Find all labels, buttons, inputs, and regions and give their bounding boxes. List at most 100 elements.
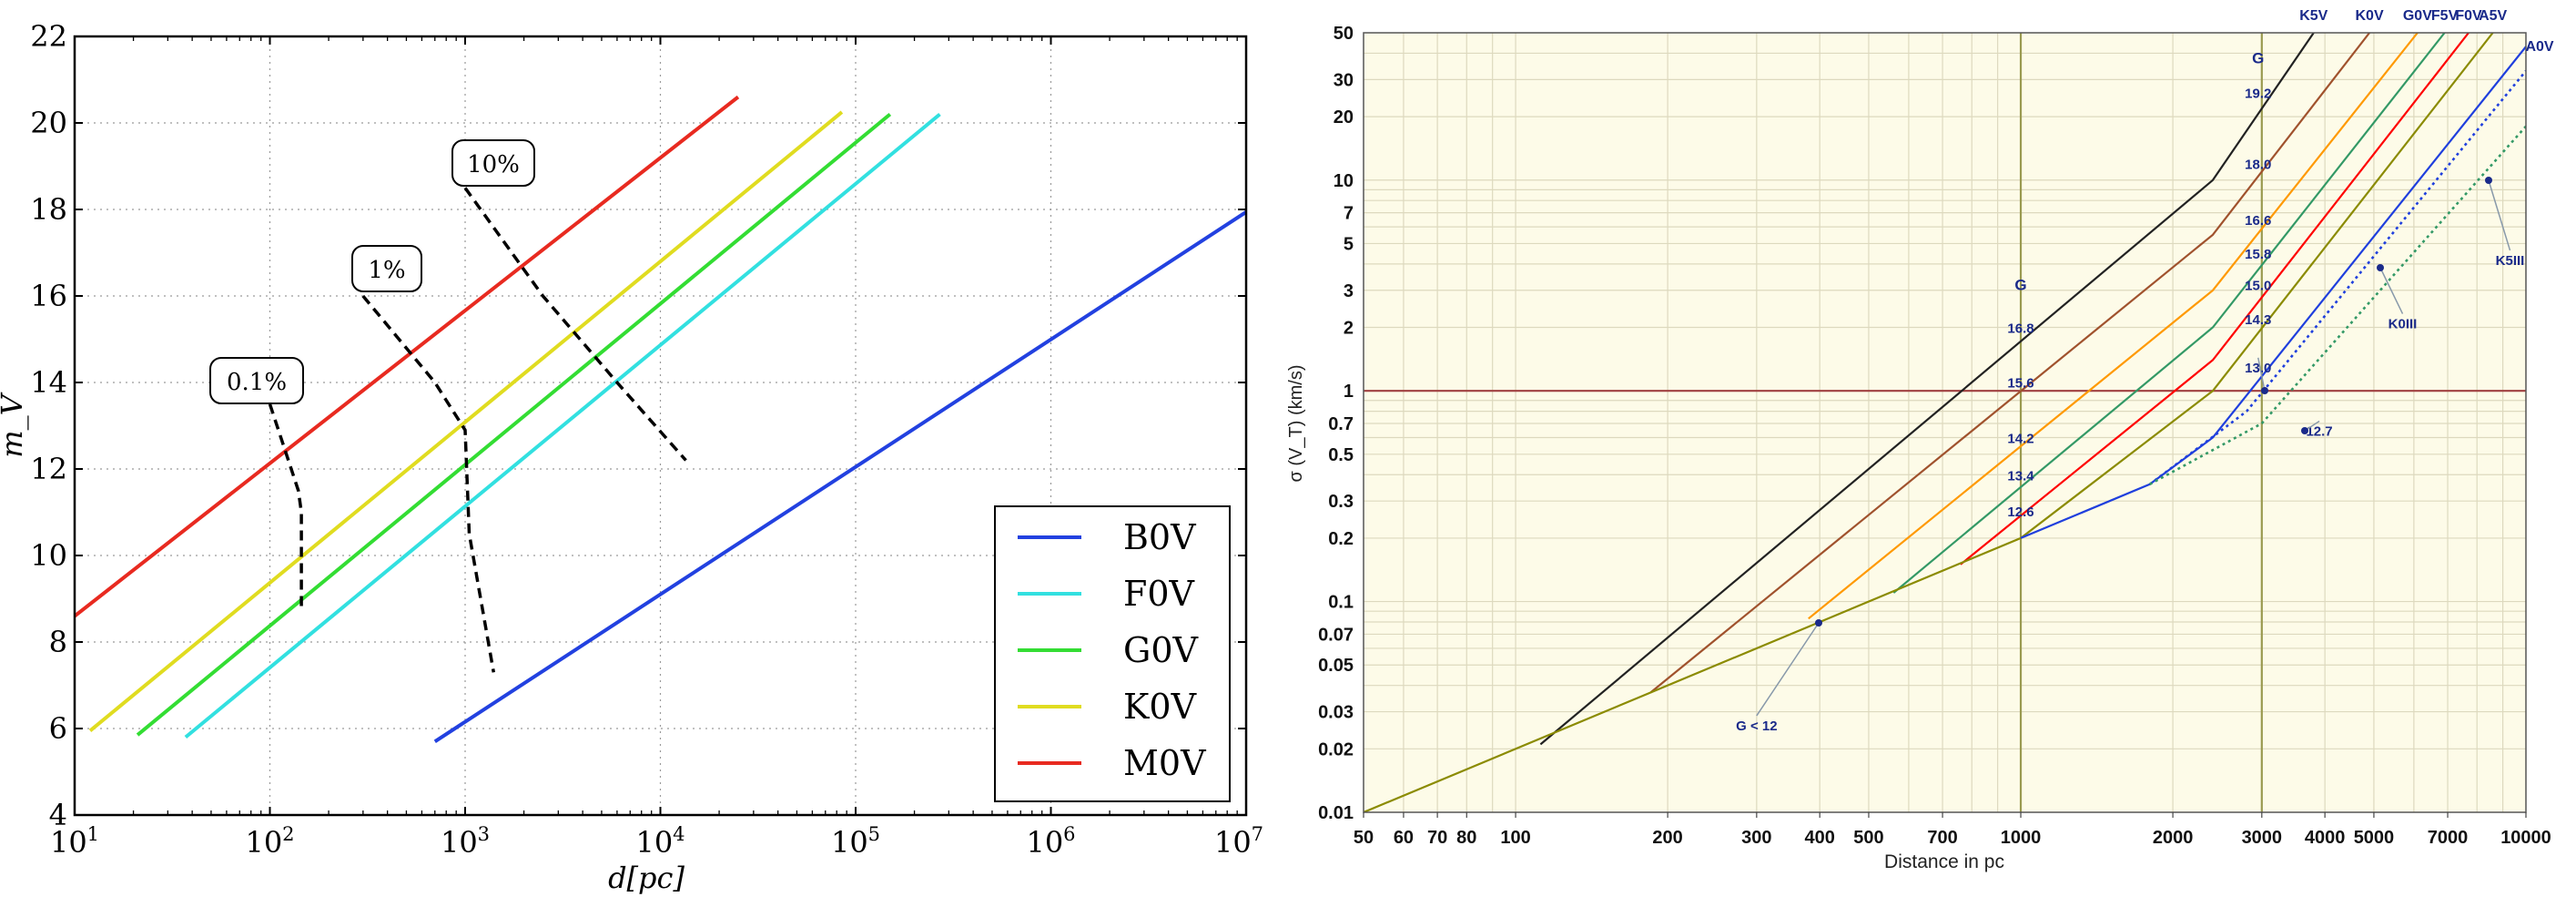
right-x-tick-label: 7000 <box>2428 828 2469 848</box>
right-y-tick-label: 1 <box>1344 382 1354 402</box>
right-y-tick-label: 0.5 <box>1328 445 1354 465</box>
right-y-tick-label: 0.03 <box>1318 703 1354 723</box>
annotation-arrow-g-12 <box>1756 622 1820 717</box>
series-line-a5v <box>1364 33 2494 812</box>
legend-label-g0v: G0V <box>1123 630 1199 670</box>
series-end-label-a5v: A5V <box>2479 8 2507 24</box>
right-x-tick-label: 1000 <box>2001 828 2042 848</box>
right-x-tick-label: 3000 <box>2242 828 2283 848</box>
series-line-k0iii <box>2148 69 2526 485</box>
left-x-tick-label: 101 <box>50 823 99 860</box>
legend-entry-f0v: F0V <box>1018 574 1195 614</box>
right-x-tick-label: 700 <box>1927 828 1957 848</box>
right-y-tick-label: 30 <box>1334 70 1354 90</box>
annotation-13-0: 13.0 <box>2245 361 2271 376</box>
annotation-13-4: 13.4 <box>2007 468 2034 484</box>
left-series-lines <box>75 95 1246 743</box>
right-x-tick-label: 200 <box>1652 828 1682 848</box>
right-x-tick-label: 10000 <box>2500 828 2551 848</box>
right-x-tick-label: 400 <box>1804 828 1834 848</box>
right-x-tick-label: 4000 <box>2305 828 2346 848</box>
contour-label-1pct-text: 1% <box>368 257 405 284</box>
legend-box <box>994 505 1231 802</box>
series-line-b0v <box>433 209 1246 743</box>
annotation-arrowhead-12-7 <box>2301 427 2308 434</box>
right-panel: 50 60 70 80 100 200 300 400 500 700 1000 2000 3000 40… <box>1286 8 2554 872</box>
right-x-tick-label: 80 <box>1456 828 1476 848</box>
legend-label-f0v: F0V <box>1123 574 1195 614</box>
contour-label-0.1pct: 0.1% <box>209 357 304 404</box>
left-x-tick-label: 106 <box>1026 823 1075 860</box>
right-y-axis-label: σ (V_T) (km/s) <box>1286 365 1306 483</box>
left-x-tick-label: 103 <box>441 823 490 860</box>
left-contour-labels: 0.1% 1% 10% <box>209 139 535 404</box>
annotation-arrowhead-k0iii <box>2377 264 2384 271</box>
right-y-tick-label: 0.07 <box>1318 625 1354 645</box>
series-end-label-k5v: K5V <box>2299 8 2328 24</box>
left-x-tick-label: 104 <box>635 823 685 860</box>
right-x-tick-label: 5000 <box>2354 828 2395 848</box>
left-y-tick-label: 12 <box>30 452 67 486</box>
annotation-15-8: 15.8 <box>2245 247 2271 262</box>
legend-entry-b0v: B0V <box>1018 517 1196 557</box>
right-y-tick-label: 0.02 <box>1318 739 1354 759</box>
legend-label-b0v: B0V <box>1123 517 1196 557</box>
series-end-label-k0v: K0V <box>2356 8 2384 24</box>
contour-label-10pct: 10% <box>451 139 535 187</box>
error-contour-10 <box>463 187 687 462</box>
legend-entry-g0v: G0V <box>1018 630 1199 670</box>
series-line-m0v <box>75 95 740 618</box>
series-end-label-a0v: A0V <box>2525 39 2553 55</box>
series-line-k5iii <box>2149 125 2526 485</box>
annotation-arrowhead-13-0 <box>2261 387 2268 394</box>
left-y-tick-label: 8 <box>49 625 67 659</box>
annotation-14-3: 14.3 <box>2245 312 2271 328</box>
right-grid <box>1364 33 2526 812</box>
right-x-tick-label: 100 <box>1500 828 1530 848</box>
right-y-tick-label: 10 <box>1334 171 1354 191</box>
left-x-tick-label: 107 <box>1214 823 1263 860</box>
left-panel: 101 102 103 104 105 106 107 4 6 8 10 12 14 16 18 20 22 0… <box>0 19 1263 895</box>
error-contour-1 <box>361 294 496 673</box>
annotation-16-6: 16.6 <box>2245 213 2271 229</box>
annotation-arrow-k0iii <box>2379 267 2404 314</box>
annotation-arrow-k5iii <box>2488 179 2511 251</box>
left-y-tick-label: 10 <box>30 538 67 573</box>
series-line-f5v <box>1892 33 2446 594</box>
annotation-12-6: 12.6 <box>2007 504 2033 520</box>
legend-entry-m0v: M0V <box>1018 743 1206 783</box>
annotation-arrowhead-g-12 <box>1815 619 1822 627</box>
right-annotations: G 16.8 15.6 14.2 13.4 12.6 G 19.2 18.0 16.6 15.8 15… <box>1736 50 2524 734</box>
left-error-contours <box>268 187 687 673</box>
legend-label-k0v: K0V <box>1123 687 1197 727</box>
series-line-f0v <box>1960 33 2470 566</box>
left-y-tick-label: 16 <box>30 279 67 313</box>
left-y-tick-label: 20 <box>30 106 67 140</box>
series-line-k5v <box>1539 33 2315 746</box>
legend: B0V F0V G0V K0V M0V <box>994 505 1231 802</box>
left-y-tick-label: 4 <box>49 798 67 832</box>
right-x-tick-label: 70 <box>1427 828 1447 848</box>
right-plot-frame <box>1363 32 2527 813</box>
annotation-g: G <box>2014 276 2026 293</box>
legend-entry-k0v: K0V <box>1018 687 1197 727</box>
left-x-axis-label: d[pc] <box>608 861 685 895</box>
right-y-tick-label: 0.1 <box>1328 593 1354 613</box>
series-line-k0v <box>88 110 844 732</box>
annotation-18-0: 18.0 <box>2245 157 2271 172</box>
contour-label-0.1pct-text: 0.1% <box>227 369 287 396</box>
left-x-tick-label: 102 <box>245 823 294 860</box>
annotation-arrow-13-0 <box>2257 357 2266 392</box>
annotation-g: G <box>2252 50 2264 67</box>
annotation-12-7: 12.7 <box>2306 423 2332 439</box>
left-y-tick-label: 14 <box>30 365 67 400</box>
series-line-k0v <box>1649 33 2370 694</box>
series-end-label-f5v: F5V <box>2431 8 2459 24</box>
right-x-axis-label: Distance in pc <box>1884 851 2004 872</box>
right-x-tick-label: 2000 <box>2153 828 2194 848</box>
contour-label-10pct-text: 10% <box>467 151 520 178</box>
annotation-g-12: G < 12 <box>1736 718 1777 734</box>
annotation-14-2: 14.2 <box>2007 432 2033 447</box>
